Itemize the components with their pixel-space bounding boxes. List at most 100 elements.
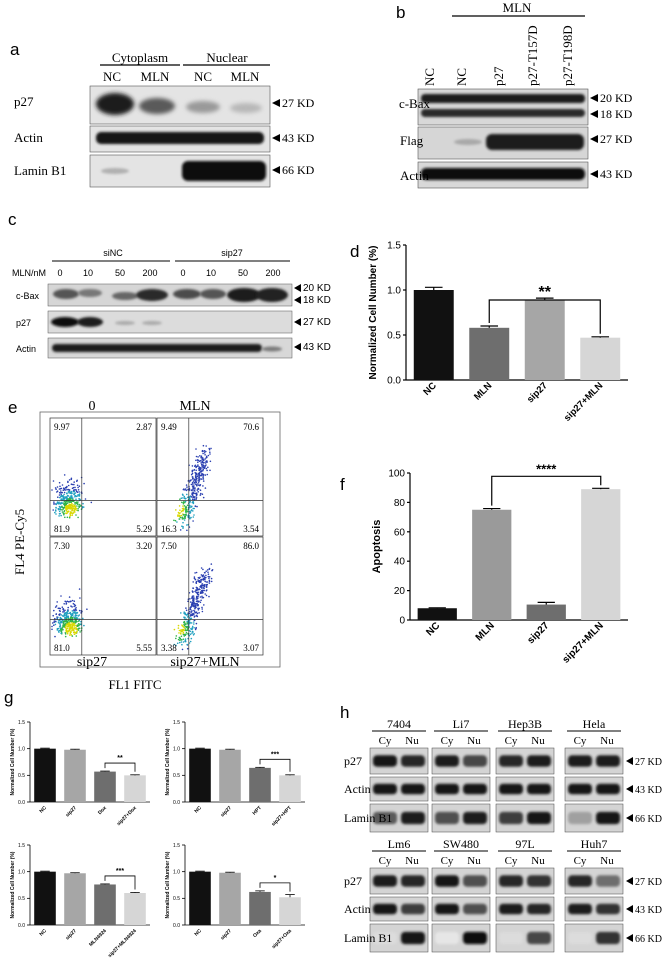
flow-event <box>191 630 194 633</box>
flow-event <box>82 506 85 508</box>
kd-label: 27 KD <box>635 877 662 888</box>
flow-event <box>194 492 197 495</box>
flow-event <box>200 578 202 581</box>
flow-event <box>174 519 177 522</box>
flow-event <box>185 489 188 492</box>
arrow-marker <box>626 785 633 793</box>
blot-band <box>568 755 592 767</box>
flow-event <box>68 516 71 519</box>
flow-event <box>71 512 74 515</box>
flow-event <box>180 641 183 643</box>
blot-band <box>401 783 425 795</box>
flow-event <box>180 633 182 635</box>
blot-band <box>112 292 138 300</box>
flow-event <box>55 510 57 512</box>
flow-event <box>179 639 181 641</box>
flow-event <box>64 633 67 635</box>
lane-label: MLN <box>141 69 171 84</box>
row-label: Lamin B1 <box>344 931 392 945</box>
arrow-marker <box>590 110 598 118</box>
flow-event <box>184 613 186 616</box>
flow-event <box>71 606 73 608</box>
flow-event <box>70 477 73 480</box>
flow-event <box>57 627 60 630</box>
lane-label: Nu <box>405 855 419 867</box>
flow-event <box>204 593 206 595</box>
flow-event <box>67 484 70 487</box>
flow-event <box>189 606 192 609</box>
y-tick-label: 1.5 <box>173 720 180 726</box>
flow-event <box>75 490 78 493</box>
flow-event <box>68 630 70 632</box>
blot-band <box>527 903 551 915</box>
flow-event <box>71 507 74 510</box>
flow-event <box>76 616 78 619</box>
flow-event <box>76 505 78 507</box>
flow-event <box>191 498 194 501</box>
kd-label: 66 KD <box>282 163 315 177</box>
flow-event <box>194 498 196 500</box>
flow-event <box>207 575 210 578</box>
flow-event <box>206 469 208 472</box>
flow-event <box>198 612 200 614</box>
blot-band <box>142 321 162 325</box>
flow-event <box>184 500 187 503</box>
category-label: sip27+MLN4924 <box>107 928 138 959</box>
panel-letter-f: f <box>340 475 345 494</box>
flow-event <box>74 614 77 617</box>
significance-label: *** <box>271 751 279 758</box>
blot-band <box>401 811 425 825</box>
bar <box>580 337 621 380</box>
flow-event <box>72 631 75 634</box>
lane-label: NC <box>194 69 212 84</box>
flow-event <box>69 498 72 500</box>
flow-event <box>78 503 81 506</box>
significance-label: *** <box>116 868 124 875</box>
flow-event <box>182 507 185 510</box>
flow-event <box>202 473 204 475</box>
flow-event <box>73 605 75 608</box>
flow-event <box>77 620 80 622</box>
flow-event <box>176 521 178 523</box>
flow-event <box>202 485 204 487</box>
significance-label: ** <box>539 284 552 301</box>
flow-event <box>54 620 57 623</box>
flow-event <box>196 485 198 487</box>
flow-event <box>195 595 198 598</box>
flow-event <box>64 617 67 619</box>
flow-event <box>200 470 203 473</box>
y-axis-label: Normalized Cell Number (%) <box>10 851 16 918</box>
flow-event <box>180 630 182 632</box>
flow-event <box>66 488 68 491</box>
flow-plot-frame <box>156 536 264 656</box>
flow-event <box>182 628 185 631</box>
flow-event <box>199 591 202 593</box>
flow-event <box>201 587 203 589</box>
flow-event <box>53 503 55 505</box>
quadrant-value: 3.07 <box>243 643 259 653</box>
flow-event <box>210 447 212 450</box>
flow-event <box>180 497 183 500</box>
blot-band <box>227 288 261 302</box>
flow-event <box>193 633 195 635</box>
flow-event <box>68 503 71 506</box>
flow-event <box>68 479 71 481</box>
flow-event <box>76 611 78 614</box>
flow-event <box>82 617 84 620</box>
flow-event <box>64 627 67 629</box>
flow-event <box>51 622 54 624</box>
blot-band <box>435 931 459 945</box>
flow-event <box>191 627 194 629</box>
blot-band <box>115 321 135 325</box>
flow-event <box>191 632 193 634</box>
flow-event <box>55 513 57 515</box>
flow-event <box>201 493 204 496</box>
bar <box>279 775 301 802</box>
flow-event <box>178 505 181 507</box>
flow-event <box>69 619 72 622</box>
flow-event <box>65 512 67 514</box>
flow-event <box>202 476 204 479</box>
row-label: p27 <box>344 754 362 768</box>
flow-event <box>202 458 204 461</box>
